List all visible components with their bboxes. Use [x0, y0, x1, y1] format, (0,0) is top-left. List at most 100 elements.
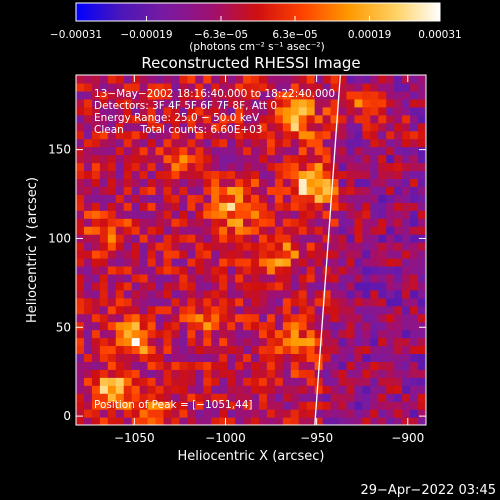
heatmap-cell	[354, 417, 363, 425]
heatmap-cell	[346, 114, 355, 124]
heatmap-cell	[266, 114, 276, 124]
heatmap-cell	[171, 369, 180, 378]
heatmap-cell	[243, 257, 252, 267]
heatmap-cell	[115, 393, 125, 402]
heatmap-cell	[394, 162, 403, 172]
heatmap-cell	[211, 321, 220, 331]
heatmap-cell	[155, 75, 165, 84]
heatmap-cell	[243, 202, 252, 211]
heatmap-cell	[354, 178, 363, 187]
heatmap-cell	[322, 409, 332, 418]
heatmap-cell	[274, 353, 284, 362]
heatmap-cell	[243, 281, 252, 291]
heatmap-cell	[139, 162, 149, 172]
heatmap-cell	[314, 265, 324, 275]
heatmap-cell	[195, 329, 204, 339]
heatmap-cell	[370, 146, 379, 156]
heatmap-cell	[115, 409, 125, 418]
heatmap-cell	[163, 75, 173, 84]
heatmap-cell	[155, 393, 165, 402]
heatmap-cell	[418, 417, 426, 425]
heatmap-cell	[370, 234, 379, 243]
heatmap-cell	[171, 377, 180, 386]
heatmap-cell	[235, 82, 244, 92]
heatmap-cell	[282, 281, 292, 291]
heatmap-cell	[282, 353, 292, 362]
heatmap-cell	[147, 369, 157, 378]
heatmap-cell	[203, 385, 212, 394]
heatmap-cell	[155, 265, 165, 275]
heatmap-cell	[227, 194, 236, 203]
heatmap-cell	[330, 305, 340, 315]
heatmap-cell	[418, 337, 426, 347]
y-axis-label: Heliocentric Y (arcsec)	[25, 177, 40, 323]
heatmap-cell	[131, 417, 141, 425]
heatmap-cell	[330, 75, 340, 84]
heatmap-cell	[330, 210, 340, 219]
heatmap-cell	[211, 353, 220, 362]
heatmap-cell	[354, 210, 363, 219]
heatmap-cell	[123, 393, 133, 402]
heatmap-cell	[394, 202, 403, 211]
heatmap-cell	[76, 82, 85, 92]
heatmap-cell	[362, 186, 371, 195]
heatmap-cell	[378, 210, 387, 219]
heatmap-cell	[266, 393, 276, 402]
heatmap-cell	[179, 409, 188, 418]
heatmap-cell	[91, 234, 101, 243]
heatmap-cell	[163, 361, 173, 370]
heatmap-cell	[76, 313, 85, 323]
heatmap-cell	[322, 345, 332, 354]
heatmap-cell	[394, 417, 403, 425]
heatmap-cell	[179, 106, 188, 116]
heatmap-cell	[76, 305, 85, 315]
heatmap-cell	[171, 122, 180, 132]
heatmap-cell	[386, 289, 395, 299]
heatmap-cell	[354, 353, 363, 362]
heatmap-cell	[274, 170, 284, 179]
heatmap-cell	[179, 146, 188, 156]
heatmap-cell	[338, 257, 348, 267]
heatmap-cell	[219, 178, 228, 187]
heatmap-cell	[322, 385, 332, 394]
heatmap-cell	[99, 369, 109, 378]
heatmap-cell	[227, 106, 236, 116]
heatmap-cell	[378, 377, 387, 386]
heatmap-cell	[171, 273, 180, 283]
heatmap-cell	[258, 265, 268, 275]
heatmap-cell	[418, 361, 426, 370]
heatmap-cell	[298, 385, 308, 394]
heatmap-cell	[219, 194, 228, 203]
heatmap-cell	[203, 178, 212, 187]
heatmap-cell	[187, 234, 196, 243]
heatmap-cell	[394, 297, 403, 307]
heatmap-cell	[91, 146, 101, 156]
heatmap-cell	[99, 273, 109, 283]
heatmap-cell	[139, 321, 149, 331]
heatmap-cell	[83, 194, 93, 203]
heatmap-cell	[410, 369, 419, 378]
heatmap-cell	[203, 409, 212, 418]
heatmap-cell	[330, 369, 340, 378]
heatmap-cell	[83, 250, 93, 259]
heatmap-cell	[370, 361, 379, 370]
heatmap-cell	[139, 202, 149, 211]
heatmap-cell	[266, 106, 276, 116]
heatmap-cell	[338, 361, 348, 370]
heatmap-cell	[394, 170, 403, 179]
heatmap-cell	[155, 170, 165, 179]
heatmap-cell	[266, 305, 276, 315]
colorbar-tick-label: 0.00031	[418, 29, 461, 41]
heatmap-cell	[314, 234, 324, 243]
heatmap-cell	[418, 377, 426, 386]
heatmap-cell	[410, 297, 419, 307]
heatmap-cell	[274, 289, 284, 299]
heatmap-cell	[251, 98, 260, 108]
heatmap-cell	[219, 297, 228, 307]
heatmap-cell	[258, 401, 268, 410]
heatmap-cell	[179, 265, 188, 275]
heatmap-cell	[179, 337, 188, 347]
heatmap-cell	[243, 393, 252, 402]
heatmap-cell	[354, 90, 363, 100]
heatmap-cell	[362, 297, 371, 307]
